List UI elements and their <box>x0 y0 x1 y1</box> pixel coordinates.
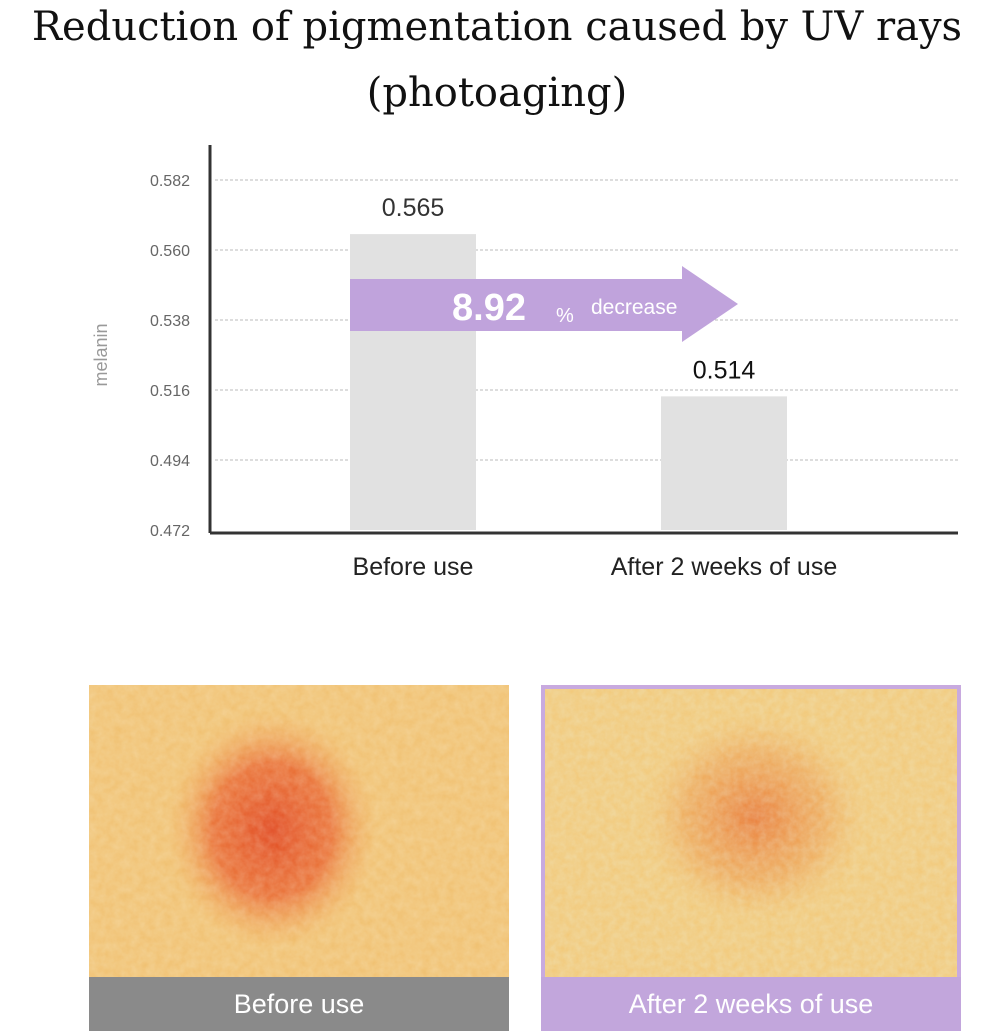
x-tick-label: Before use <box>353 553 474 581</box>
bar <box>350 234 476 530</box>
y-tick-label: 0.516 <box>150 383 190 400</box>
before-photo-caption: Before use <box>89 977 509 1031</box>
chart-title-line-2: (photoaging) <box>366 70 628 116</box>
y-tick-label: 0.582 <box>150 173 190 190</box>
y-tick-label: 0.472 <box>150 523 190 540</box>
y-tick-label: 0.538 <box>150 313 190 330</box>
y-tick-label: 0.494 <box>150 453 190 470</box>
bar-value-label: 0.565 <box>382 194 445 222</box>
decrease-text: decrease <box>591 296 677 319</box>
y-axis-label: melanin <box>91 323 111 386</box>
before-skin-photo <box>89 685 509 977</box>
percent-sign: % <box>556 305 574 327</box>
after-skin-photo <box>541 685 961 977</box>
after-photo-caption: After 2 weeks of use <box>541 977 961 1031</box>
y-tick-label: 0.560 <box>150 243 190 260</box>
bar-chart: 0.582 0.560 0.538 0.516 0.494 0.472 melanin 0.5… <box>91 145 958 581</box>
x-tick-label: After 2 weeks of use <box>611 553 838 581</box>
bar <box>661 396 787 530</box>
decrease-arrow <box>350 266 738 342</box>
decrease-percent-value: 8.92 <box>452 287 526 329</box>
bar-value-label: 0.514 <box>693 356 756 384</box>
chart-title-line-1: Reduction of pigmentation caused by UV r… <box>31 4 963 50</box>
